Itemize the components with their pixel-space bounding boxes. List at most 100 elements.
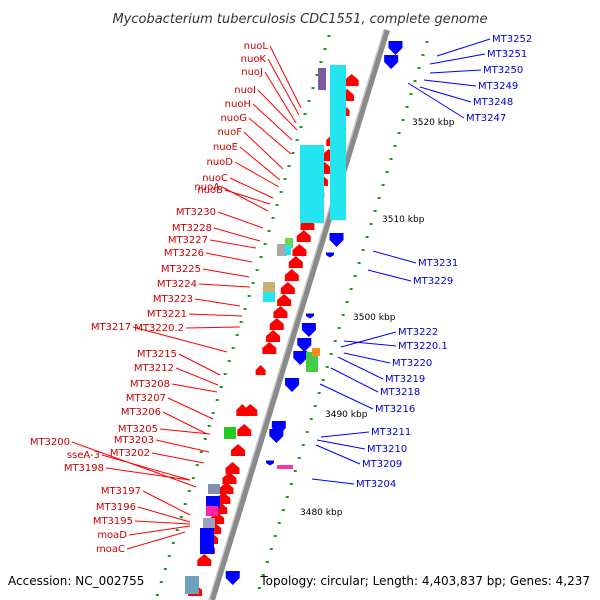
gene-label-mt3208[interactable]: MT3208	[130, 379, 170, 390]
forward-gene[interactable]	[284, 269, 299, 281]
gene-label-nuoc[interactable]: nuoC	[202, 173, 228, 184]
cds-box[interactable]	[285, 245, 291, 255]
reverse-gene[interactable]	[297, 338, 312, 352]
gene-label-mt3203[interactable]: MT3203	[114, 435, 154, 446]
cds-box[interactable]	[224, 427, 236, 439]
gene-label-mt3228[interactable]: MT3228	[172, 223, 212, 234]
cds-box[interactable]	[312, 348, 320, 356]
cds-box[interactable]	[200, 528, 214, 554]
cds-box[interactable]	[208, 484, 220, 494]
gene-label-mt3220[interactable]: MT3220	[392, 358, 432, 369]
gene-label-mt3198[interactable]: MT3198	[64, 463, 104, 474]
gene-label-nuoi[interactable]: nuoI	[234, 85, 256, 96]
gene-label-mt3205[interactable]: MT3205	[118, 424, 158, 435]
gene-label-mt3247[interactable]: MT3247	[466, 113, 506, 124]
gene-label-mt3221[interactable]: MT3221	[147, 309, 187, 320]
forward-gene[interactable]	[277, 294, 292, 306]
cds-box[interactable]	[318, 68, 326, 90]
reverse-gene-small[interactable]	[266, 460, 274, 466]
reverse-gene[interactable]	[293, 351, 308, 365]
forward-gene[interactable]	[344, 74, 359, 86]
cds-box[interactable]	[277, 244, 287, 256]
gene-label-nuob[interactable]: nuoB	[197, 185, 223, 196]
reverse-gene-small[interactable]	[326, 252, 334, 258]
cds-box[interactable]	[285, 238, 293, 248]
forward-gene[interactable]	[280, 282, 295, 294]
reverse-gene[interactable]	[388, 41, 403, 55]
gene-label-mt3206[interactable]: MT3206	[121, 407, 161, 418]
forward-gene[interactable]	[231, 444, 246, 456]
gene-label-mt3223[interactable]: MT3223	[153, 294, 193, 305]
gene-label-mt3225[interactable]: MT3225	[161, 264, 201, 275]
gene-label-nuol[interactable]: nuoL	[244, 41, 269, 52]
gene-label-mt3229[interactable]: MT3229	[413, 276, 453, 287]
gene-label-mt3227[interactable]: MT3227	[168, 235, 208, 246]
forward-gene[interactable]	[296, 230, 311, 242]
gene-label-mt3218[interactable]: MT3218	[380, 387, 420, 398]
cds-box[interactable]	[203, 518, 215, 528]
gene-label-mt3197[interactable]: MT3197	[101, 486, 141, 497]
forward-gene[interactable]	[219, 482, 234, 494]
gene-label-mt3216[interactable]: MT3216	[375, 404, 415, 415]
gene-label-mt3209[interactable]: MT3209	[362, 459, 402, 470]
cds-box[interactable]	[306, 352, 318, 372]
gene-label-mt3252[interactable]: MT3252	[492, 34, 532, 45]
reverse-gene[interactable]	[269, 429, 284, 443]
gene-label-nuoe[interactable]: nuoE	[213, 142, 238, 153]
gene-label-nuod[interactable]: nuoD	[207, 157, 234, 168]
gene-label-nuoa[interactable]: nuoA	[194, 182, 220, 193]
gene-label-mt3224[interactable]: MT3224	[157, 279, 197, 290]
forward-gene[interactable]	[288, 256, 303, 268]
cds-box[interactable]	[330, 65, 346, 220]
gene-label-mt3217[interactable]: MT3217	[91, 322, 131, 333]
forward-gene[interactable]	[237, 424, 252, 436]
forward-gene[interactable]	[197, 554, 212, 566]
gene-label-mt3211[interactable]: MT3211	[371, 427, 411, 438]
gene-label-mt3249[interactable]: MT3249	[478, 81, 518, 92]
gene-label-mt3207[interactable]: MT3207	[126, 393, 166, 404]
gene-label-mt3231[interactable]: MT3231	[418, 258, 458, 269]
gene-label-mt3220-2[interactable]: MT3220.2	[134, 323, 184, 334]
forward-gene[interactable]	[262, 342, 277, 354]
cds-box[interactable]	[277, 465, 293, 469]
gene-label-mt3251[interactable]: MT3251	[487, 49, 527, 60]
reverse-gene[interactable]	[225, 571, 240, 585]
forward-gene[interactable]	[225, 462, 240, 474]
gene-label-mt3222[interactable]: MT3222	[398, 327, 438, 338]
gene-label-moad[interactable]: moaD	[97, 530, 127, 541]
gene-label-nuok[interactable]: nuoK	[241, 54, 267, 65]
forward-gene[interactable]	[236, 404, 249, 416]
gene-label-ssea-3[interactable]: sseA-3	[67, 450, 100, 461]
gene-label-mt3212[interactable]: MT3212	[134, 363, 174, 374]
gene-label-mt3250[interactable]: MT3250	[483, 65, 523, 76]
forward-gene[interactable]	[273, 306, 288, 318]
gene-label-mt3196[interactable]: MT3196	[96, 502, 136, 513]
cds-box[interactable]	[300, 145, 324, 223]
cds-box[interactable]	[263, 292, 275, 302]
gene-label-mt3195[interactable]: MT3195	[93, 516, 133, 527]
gene-label-moac[interactable]: moaC	[96, 544, 125, 555]
forward-gene[interactable]	[255, 365, 266, 375]
cds-box[interactable]	[206, 496, 220, 508]
forward-gene[interactable]	[222, 472, 237, 484]
cds-box[interactable]	[185, 576, 199, 594]
cds-box[interactable]	[206, 506, 218, 516]
gene-label-nuoj[interactable]: nuoJ	[241, 67, 263, 78]
gene-label-mt3200[interactable]: MT3200	[30, 437, 70, 448]
gene-label-mt3204[interactable]: MT3204	[356, 479, 396, 490]
reverse-gene[interactable]	[301, 323, 316, 337]
gene-label-mt3219[interactable]: MT3219	[385, 374, 425, 385]
gene-label-mt3230[interactable]: MT3230	[176, 207, 216, 218]
gene-label-nuog[interactable]: nuoG	[220, 113, 247, 124]
reverse-gene[interactable]	[285, 378, 300, 392]
reverse-gene[interactable]	[329, 233, 344, 247]
cds-box[interactable]	[263, 282, 275, 294]
forward-gene[interactable]	[292, 244, 307, 256]
reverse-gene[interactable]	[384, 55, 399, 69]
forward-gene[interactable]	[269, 318, 284, 330]
gene-label-mt3220-1[interactable]: MT3220.1	[398, 341, 448, 352]
reverse-gene-small[interactable]	[306, 313, 314, 319]
gene-label-mt3248[interactable]: MT3248	[473, 97, 513, 108]
gene-label-mt3215[interactable]: MT3215	[137, 349, 177, 360]
forward-gene[interactable]	[266, 330, 281, 342]
